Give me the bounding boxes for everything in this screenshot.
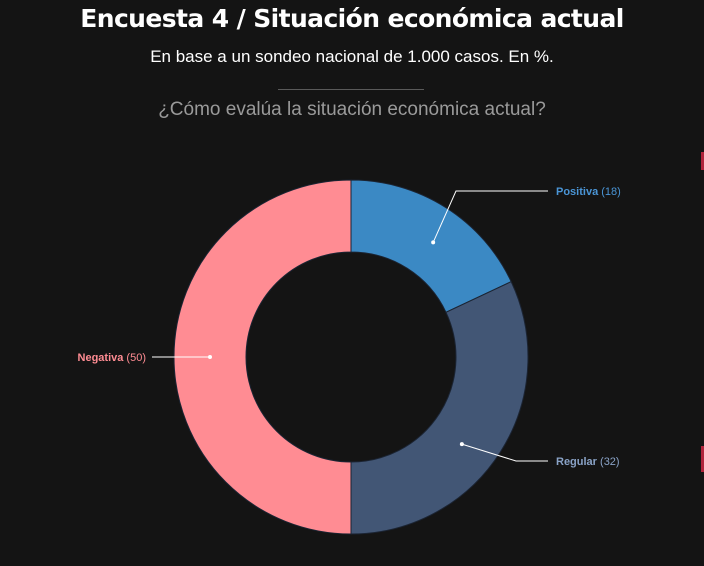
edge-marker: [701, 152, 704, 170]
label-leaders: [152, 190, 548, 462]
chart-subtitle: En base a un sondeo nacional de 1.000 ca…: [150, 47, 554, 66]
slice-label-value: (50): [123, 352, 146, 364]
leader-dot-negativa: [208, 355, 212, 359]
donut-slice-regular: [350, 280, 529, 535]
chart-title: Encuesta 4 / Situación económica actual: [80, 4, 624, 33]
slice-label-value: (32): [597, 456, 620, 468]
donut-slices: [173, 179, 529, 535]
slice-label-value: (18): [598, 186, 621, 198]
slice-label-name: Positiva: [556, 186, 599, 198]
slice-label-negativa: Negativa (50): [78, 352, 146, 364]
slice-label-regular: Regular (32): [556, 456, 620, 468]
slice-label-positiva: Positiva (18): [556, 186, 621, 198]
edge-marker: [701, 446, 704, 472]
leader-dot-positiva: [431, 240, 436, 245]
survey-question: ¿Cómo evalúa la situación económica actu…: [158, 99, 546, 120]
leader-line-regular: [461, 443, 548, 462]
slice-labels: Positiva (18) Regular (32) Negativa (50): [78, 186, 621, 468]
donut-slice-positiva: [350, 179, 512, 313]
leader-dot-regular: [459, 442, 464, 447]
slice-label-name: Negativa: [78, 352, 125, 364]
divider: [278, 89, 424, 90]
slice-label-name: Regular: [556, 456, 598, 468]
leader-line-positiva: [432, 190, 548, 243]
donut-slice-negativa: [173, 179, 352, 535]
